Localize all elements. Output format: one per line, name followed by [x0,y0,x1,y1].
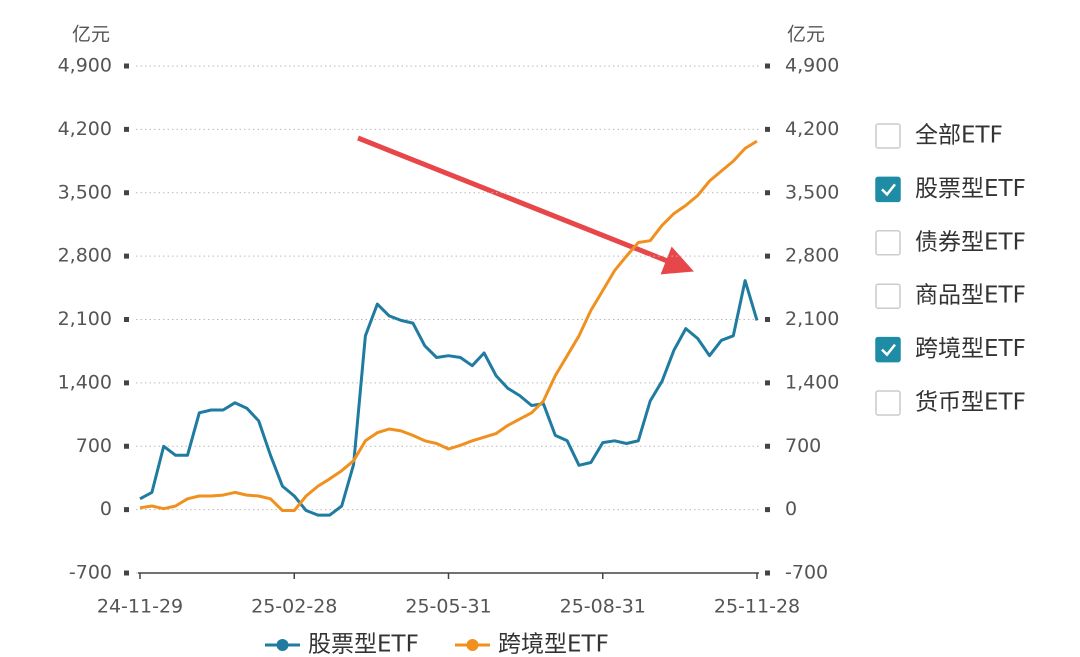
y2-tick-mark [765,380,770,386]
y-tick-label: 4,900 [58,55,112,77]
y2-tick-label: 1,400 [785,371,839,393]
y2-tick-mark [765,317,770,322]
y-tick-mark [124,253,129,259]
y-tick-label: 3,500 [58,181,112,203]
y-tick-mark [124,380,129,386]
y2-tick-label: 4,900 [785,55,839,77]
y2-tick-mark [765,443,770,449]
filter-label[interactable]: 全部ETF [915,123,1003,149]
filter-checkbox[interactable] [875,283,901,309]
x-tick-label: 25-11-28 [714,596,800,618]
x-tick-label: 24-11-29 [97,596,183,618]
y2-tick-label: 0 [785,498,797,520]
y-tick-mark [124,443,129,449]
filter-checkbox[interactable] [875,176,901,203]
y-tick-label: 700 [76,435,112,457]
y-tick-mark [124,570,129,576]
x-tick-label: 25-02-28 [251,596,337,618]
y-tick-label: 0 [100,498,112,520]
filter-checkbox[interactable] [875,390,901,416]
y2-tick-mark [765,507,770,513]
y-tick-mark [124,190,129,196]
series-line [139,279,759,517]
filter-label[interactable]: 货币型ETF [915,390,1026,416]
x-tick-label: 25-05-31 [405,596,491,618]
filter-label[interactable]: 股票型ETF [915,176,1026,202]
legend-dot [466,639,479,651]
legend-dot [276,639,289,651]
y-tick-mark [124,63,129,69]
filter-label[interactable]: 商品型ETF [915,283,1026,309]
y2-tick-mark [765,570,770,576]
filter-checkbox[interactable] [875,230,901,256]
y2-unit: 亿元 [787,24,825,46]
filter-label[interactable]: 跨境型ETF [915,336,1026,362]
y2-tick-mark [765,190,770,196]
y2-tick-label: 2,100 [785,308,839,330]
y2-tick-label: 4,200 [785,118,839,140]
legend-label: 跨境型ETF [498,632,609,657]
check-mark [881,343,896,357]
y2-tick-mark [765,253,770,259]
y-tick-mark [124,317,129,322]
y-unit: 亿元 [72,24,110,46]
y-tick-label: 1,400 [58,371,112,393]
y2-tick-label: 3,500 [785,181,839,203]
filter-checkbox[interactable] [875,123,901,149]
check-mark [881,183,896,197]
y-tick-mark [124,507,129,513]
y2-tick-label: -700 [785,562,828,584]
y-tick-mark [124,126,129,132]
x-tick-label: 25-08-31 [560,596,646,618]
legend-label: 股票型ETF [308,632,419,657]
y-tick-label: -700 [69,562,112,584]
y2-tick-label: 700 [785,435,821,457]
y-tick-label: 2,100 [58,308,112,330]
series-line [139,139,758,512]
y-tick-label: 4,200 [58,118,112,140]
y2-tick-label: 2,800 [785,245,839,267]
filter-label[interactable]: 债券型ETF [915,229,1026,255]
annotation-arrow [357,135,694,275]
y2-tick-mark [765,63,770,69]
filter-checkbox[interactable] [875,336,901,363]
y2-tick-mark [765,126,770,132]
y-tick-label: 2,800 [58,245,112,267]
